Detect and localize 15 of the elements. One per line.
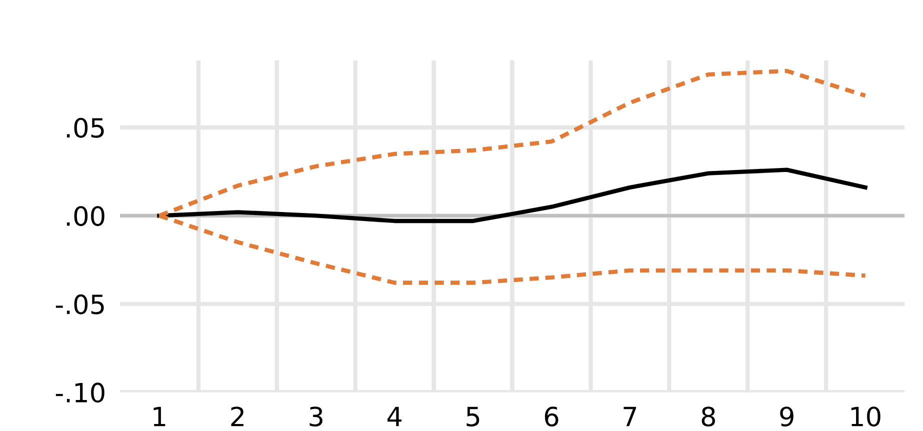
x-tick-label: 1 bbox=[154, 406, 166, 426]
x-tick-label: 5 bbox=[466, 406, 480, 427]
line-series bbox=[157, 168, 868, 224]
x-tick-label: 8 bbox=[702, 406, 715, 427]
x-tick-label: 6 bbox=[544, 406, 558, 427]
y-tick-label: .05 bbox=[66, 118, 104, 138]
x-tick-label: 4 bbox=[387, 406, 402, 426]
x-tick-label: 2 bbox=[231, 406, 244, 426]
y-tick-label: .00 bbox=[66, 206, 104, 226]
x-tick-label: 7 bbox=[624, 406, 636, 426]
x-tick-label: 9 bbox=[780, 406, 794, 427]
y-tick-label: -.10 bbox=[56, 382, 104, 403]
y-tick-label: -.05 bbox=[56, 294, 104, 314]
x-tick-label: 3 bbox=[310, 406, 322, 427]
x-tick-label: 10 bbox=[851, 406, 880, 427]
